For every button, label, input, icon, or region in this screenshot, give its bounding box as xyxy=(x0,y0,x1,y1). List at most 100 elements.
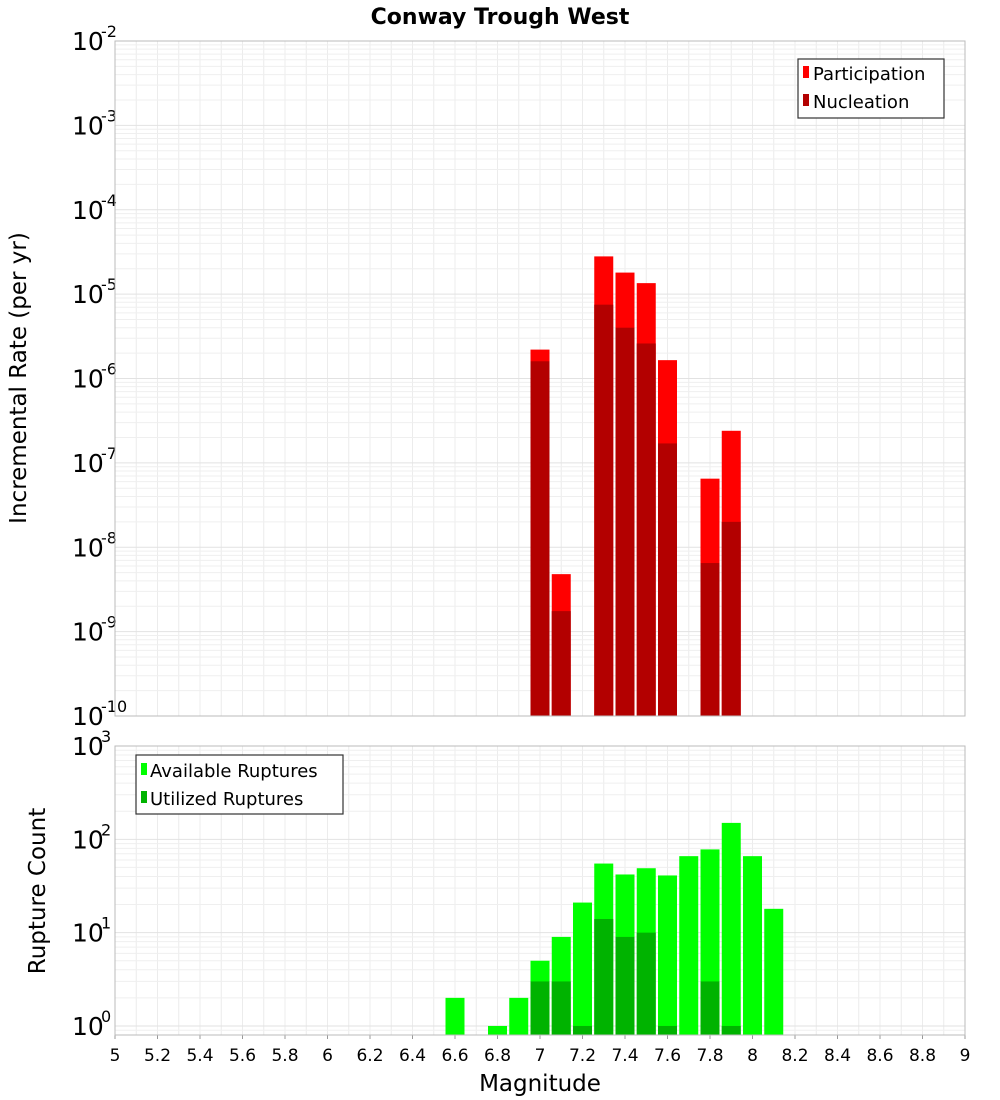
count-back-bar xyxy=(509,997,529,1035)
rate-y-tick-exponent: -2 xyxy=(101,22,117,41)
count-y-tick: 100 xyxy=(72,1007,111,1041)
available-legend-label: Available Ruptures xyxy=(150,761,318,782)
count-front-bar xyxy=(658,1025,677,1035)
rate-front-bar xyxy=(658,443,677,716)
nucleation-legend-swatch xyxy=(803,94,809,106)
x-tick-label: 8.8 xyxy=(909,1046,936,1066)
count-front-bar xyxy=(530,981,550,1035)
x-tick-label: 5.6 xyxy=(229,1046,256,1066)
rate-y-tick-base: 10 xyxy=(72,280,104,309)
count-plot-frame xyxy=(114,745,966,1036)
count-back-bar xyxy=(721,822,741,1035)
count-gridlines xyxy=(114,746,966,1036)
rate-front-bar xyxy=(594,304,614,716)
rate-y-tick-exponent: -7 xyxy=(101,444,117,463)
x-tick-label: 8 xyxy=(747,1046,758,1066)
rate-plot-frame xyxy=(114,40,966,717)
rate-front-bar xyxy=(636,343,656,716)
rate-y-tick-base: 10 xyxy=(72,365,104,394)
count-y-tick-base: 10 xyxy=(72,732,104,761)
x-tick-label: 5 xyxy=(110,1046,121,1066)
rate-bars xyxy=(530,256,741,716)
count-back-bar xyxy=(679,856,699,1035)
count-y-tick-exponent: 0 xyxy=(101,1007,111,1026)
count-front-bar xyxy=(636,932,656,1035)
count-back-bar xyxy=(445,997,465,1035)
count-front-bar xyxy=(594,919,614,1035)
count-back-bar xyxy=(764,908,784,1035)
utilized-legend-swatch xyxy=(141,791,147,803)
count-y-tick-base: 10 xyxy=(72,1012,104,1041)
rate-y-tick-base: 10 xyxy=(72,702,104,731)
rate-y-tick-exponent: -4 xyxy=(101,191,117,210)
x-tick-label: 8.2 xyxy=(781,1046,808,1066)
rate-y-tick: 10-3 xyxy=(72,106,117,140)
count-back-bar xyxy=(488,1025,507,1035)
count-y-tick: 102 xyxy=(72,820,111,854)
x-tick-label: 6.8 xyxy=(484,1046,511,1066)
x-tick-label: 6.6 xyxy=(441,1046,468,1066)
x-tick-label: 7 xyxy=(535,1046,546,1066)
x-tick-label: 7.2 xyxy=(569,1046,596,1066)
available-legend-swatch xyxy=(141,763,147,775)
rate-front-bar xyxy=(551,611,571,716)
count-back-bar xyxy=(658,875,677,1035)
x-tick-label: 7.6 xyxy=(654,1046,681,1066)
count-front-bar xyxy=(573,1025,592,1035)
rate-y-tick-base: 10 xyxy=(72,111,104,140)
chart-title: Conway Trough West xyxy=(371,5,630,30)
participation-legend-label: Participation xyxy=(813,64,925,85)
count-back-bar xyxy=(573,902,592,1035)
utilized-legend-label: Utilized Ruptures xyxy=(150,789,303,810)
rate-legend-box xyxy=(797,58,945,119)
nucleation-legend-label: Nucleation xyxy=(813,92,909,113)
x-tick-label: 7.4 xyxy=(611,1046,638,1066)
x-tick-label: 8.4 xyxy=(824,1046,851,1066)
rate-y-tick-exponent: -6 xyxy=(101,360,117,379)
rate-y-tick-base: 10 xyxy=(72,618,104,647)
rate-y-tick: 10-5 xyxy=(72,275,117,309)
count-bars xyxy=(445,822,784,1035)
x-tick-label: 8.6 xyxy=(866,1046,893,1066)
rate-y-tick: 10-7 xyxy=(72,444,117,478)
count-front-bar xyxy=(721,1025,741,1035)
count-y-tick-exponent: 1 xyxy=(101,914,111,933)
x-tick-label: 6 xyxy=(322,1046,333,1066)
x-tick-label: 5.4 xyxy=(186,1046,213,1066)
rate-y-tick-exponent: -10 xyxy=(101,697,127,716)
count-y-tick: 103 xyxy=(72,727,111,761)
rate-y-axis-label: Incremental Rate (per yr) xyxy=(6,232,32,524)
rate-y-tick: 10-4 xyxy=(72,191,117,225)
count-y-tick-base: 10 xyxy=(72,919,104,948)
rate-y-tick: 10-2 xyxy=(72,22,117,56)
x-tick-label: 6.2 xyxy=(356,1046,383,1066)
rate-y-tick-base: 10 xyxy=(72,449,104,478)
rate-y-tick-exponent: -5 xyxy=(101,275,117,294)
magnitude-x-axis-label: Magnitude xyxy=(479,1071,601,1097)
rate-y-tick: 10-8 xyxy=(72,528,117,562)
rate-y-tick-exponent: -9 xyxy=(101,613,117,632)
count-back-bar xyxy=(743,856,762,1035)
count-legend: Available Ruptures Utilized Ruptures xyxy=(135,754,344,815)
participation-legend-swatch xyxy=(803,66,809,78)
rate-legend: Participation Nucleation xyxy=(797,58,945,119)
x-tick-label: 6.4 xyxy=(399,1046,426,1066)
rate-front-bar xyxy=(615,327,635,716)
rate-y-tick-exponent: -3 xyxy=(101,106,117,125)
rate-y-tick-base: 10 xyxy=(72,196,104,225)
x-tick-label: 5.8 xyxy=(271,1046,298,1066)
count-legend-box xyxy=(135,754,344,815)
rate-y-tick-base: 10 xyxy=(72,27,104,56)
x-tick-label: 5.2 xyxy=(144,1046,171,1066)
count-y-tick: 101 xyxy=(72,914,111,948)
count-y-axis-label: Rupture Count xyxy=(25,808,51,974)
rate-y-tick: 10-9 xyxy=(72,613,117,647)
rate-front-bar xyxy=(530,361,550,716)
rate-front-bar xyxy=(721,521,741,716)
magnitude-x-ticks: 5 5.2 5.4 5.6 5.8 6 6.2 6.4 6.6 6.8 7 7.2 7.4 7.6 7.8 8… xyxy=(110,1035,970,1066)
rate-y-tick: 10-10 xyxy=(72,697,127,731)
